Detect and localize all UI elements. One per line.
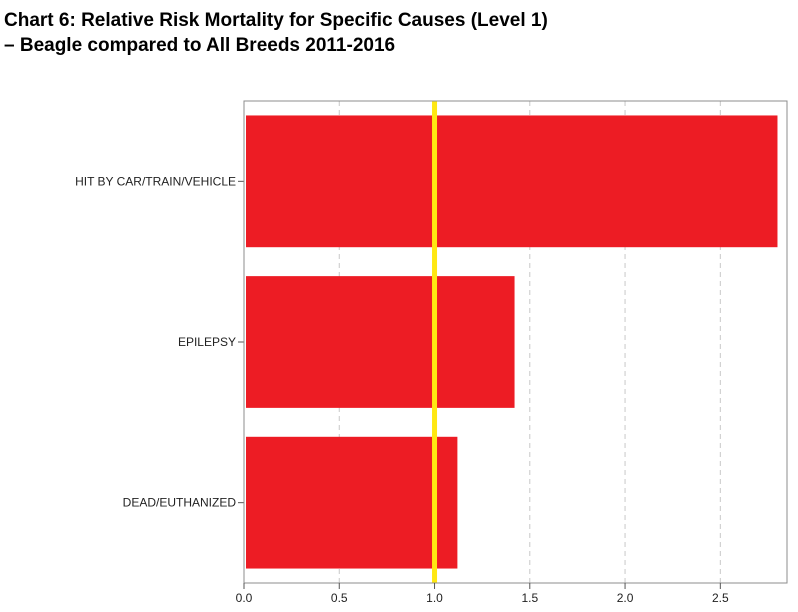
plot-frame [243,100,788,584]
x-tick-label-2: 1.0 [426,591,443,605]
y-tick-label-0: HIT BY CAR/TRAIN/VEHICLE [75,174,236,188]
y-tick-label-1: EPILEPSY [178,335,236,349]
y-tick-label-2: DEAD/EUTHANIZED [123,496,237,510]
chart-title-line-2: – Beagle compared to All Breeds 2011-201… [4,35,396,56]
x-tick-label-1: 0.5 [331,591,348,605]
bar-0 [246,115,778,248]
chart-title-line-1: Chart 6: Relative Risk Mortality for Spe… [4,10,548,31]
x-tick-label-0: 0.0 [236,591,253,605]
bar-2 [246,436,458,569]
bar-1 [246,276,515,408]
x-tick-label-4: 2.0 [617,591,634,605]
x-tick-label-3: 1.5 [521,591,538,605]
x-tick-label-5: 2.5 [712,591,729,605]
chart-title: Chart 6: Relative Risk Mortality for Spe… [4,8,548,58]
